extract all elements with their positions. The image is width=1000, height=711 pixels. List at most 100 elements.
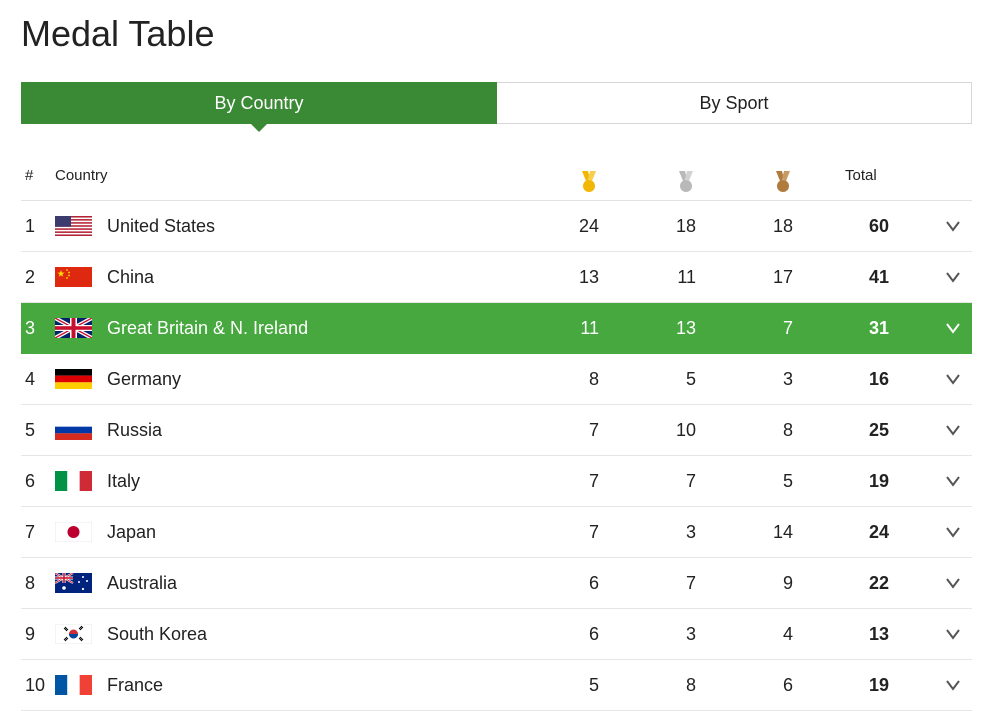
- table-row[interactable]: 10 France 5 8 6 19: [21, 660, 972, 711]
- total-count: 60: [868, 216, 889, 236]
- gold-count: 13: [578, 267, 599, 287]
- country-name: United States: [107, 216, 216, 236]
- table-row[interactable]: 4 Germany 8 5 3 16: [21, 354, 972, 405]
- bronze-count: 18: [772, 216, 793, 236]
- gold-count: 5: [588, 675, 599, 695]
- gold-count: 11: [580, 318, 599, 338]
- bronze-count: 3: [782, 369, 793, 389]
- chevron-down-icon[interactable]: [945, 269, 961, 285]
- country-name: Italy: [107, 471, 141, 491]
- silver-count: 8: [685, 675, 696, 695]
- chevron-down-icon[interactable]: [945, 320, 961, 336]
- row-rank: 3: [25, 318, 36, 338]
- bronze-medal-icon: [773, 164, 793, 192]
- country-name: Japan: [107, 522, 157, 542]
- bronze-count: 6: [782, 675, 793, 695]
- table-row[interactable]: 7 Japan 7 3 14 24: [21, 507, 972, 558]
- table-row[interactable]: 6 Italy 7 7 5 19: [21, 456, 972, 507]
- silver-count: 13: [675, 318, 696, 338]
- table-row[interactable]: 3 Great Britain & N. Ireland 11 13 7 31: [21, 303, 972, 354]
- flag-icon: [55, 522, 92, 542]
- medal-table: # Country: [21, 150, 972, 711]
- row-rank: 7: [25, 522, 36, 542]
- chevron-down-icon[interactable]: [945, 218, 961, 234]
- row-rank: 6: [25, 471, 36, 491]
- flag-icon: [55, 267, 92, 287]
- chevron-down-icon[interactable]: [945, 473, 961, 489]
- silver-count: 3: [685, 522, 696, 542]
- table-row[interactable]: 2 China 13 11 17 41: [21, 252, 972, 303]
- row-rank: 1: [25, 216, 36, 236]
- bronze-count: 5: [782, 471, 793, 491]
- silver-count: 3: [685, 624, 696, 644]
- gold-count: 7: [588, 471, 599, 491]
- country-name: Australia: [107, 573, 178, 593]
- total-count: 22: [868, 573, 889, 593]
- row-rank: 9: [25, 624, 36, 644]
- flag-icon: [55, 624, 92, 644]
- total-count: 19: [868, 675, 889, 695]
- table-header: # Country: [21, 150, 972, 201]
- bronze-count: 9: [782, 573, 793, 593]
- total-count: 41: [868, 267, 889, 287]
- table-row[interactable]: 9 South Korea 6 3 4 13: [21, 609, 972, 660]
- row-rank: 5: [25, 420, 36, 440]
- total-count: 24: [868, 522, 889, 542]
- flag-icon: [55, 369, 92, 389]
- page-title: Medal Table: [21, 13, 215, 54]
- total-count: 19: [868, 471, 889, 491]
- total-count: 25: [868, 420, 889, 440]
- chevron-down-icon[interactable]: [945, 575, 961, 591]
- bronze-count: 14: [772, 522, 793, 542]
- row-rank: 4: [25, 369, 36, 389]
- flag-icon: [55, 216, 92, 236]
- silver-count: 10: [675, 420, 696, 440]
- silver-medal-icon: [676, 164, 696, 192]
- table-row[interactable]: 1 United States 24 18 18 60: [21, 201, 972, 252]
- bronze-count: 17: [772, 267, 793, 287]
- chevron-down-icon[interactable]: [945, 677, 961, 693]
- bronze-count: 7: [782, 318, 793, 338]
- tab-by-sport[interactable]: By Sport: [497, 83, 971, 123]
- chevron-down-icon[interactable]: [945, 626, 961, 642]
- gold-count: 8: [588, 369, 599, 389]
- silver-count: 18: [675, 216, 696, 236]
- header-total: Total: [845, 167, 877, 184]
- silver-count: 5: [685, 369, 696, 389]
- chevron-down-icon[interactable]: [945, 422, 961, 438]
- country-name: Russia: [107, 420, 163, 440]
- country-name: Great Britain & N. Ireland: [107, 318, 309, 338]
- tab-by-country[interactable]: By Country: [21, 82, 497, 132]
- silver-count: 7: [685, 471, 696, 491]
- gold-medal-icon: [579, 164, 599, 192]
- total-count: 13: [868, 624, 889, 644]
- bronze-count: 4: [782, 624, 793, 644]
- flag-icon: [55, 471, 92, 491]
- country-name: South Korea: [107, 624, 208, 644]
- gold-count: 24: [578, 216, 599, 236]
- table-row[interactable]: 8 Australia 6 7 9 22: [21, 558, 972, 609]
- flag-icon: [55, 573, 92, 593]
- country-name: China: [107, 267, 155, 287]
- silver-count: 11: [677, 267, 696, 287]
- total-count: 31: [868, 318, 889, 338]
- country-name: Germany: [107, 369, 182, 389]
- flag-icon: [55, 675, 92, 695]
- gold-count: 6: [588, 624, 599, 644]
- gold-count: 7: [588, 522, 599, 542]
- chevron-down-icon[interactable]: [945, 371, 961, 387]
- flag-icon: [55, 420, 92, 440]
- chevron-down-icon[interactable]: [945, 524, 961, 540]
- row-rank: 2: [25, 267, 36, 287]
- silver-count: 7: [685, 573, 696, 593]
- view-tabs: By Country By Sport: [21, 82, 972, 132]
- table-row[interactable]: 5 Russia 7 10 8 25: [21, 405, 972, 456]
- country-name: France: [107, 675, 164, 695]
- total-count: 16: [868, 369, 889, 389]
- row-rank: 8: [25, 573, 36, 593]
- gold-count: 6: [588, 573, 599, 593]
- bronze-count: 8: [782, 420, 793, 440]
- row-rank: 10: [25, 675, 46, 695]
- gold-count: 7: [588, 420, 599, 440]
